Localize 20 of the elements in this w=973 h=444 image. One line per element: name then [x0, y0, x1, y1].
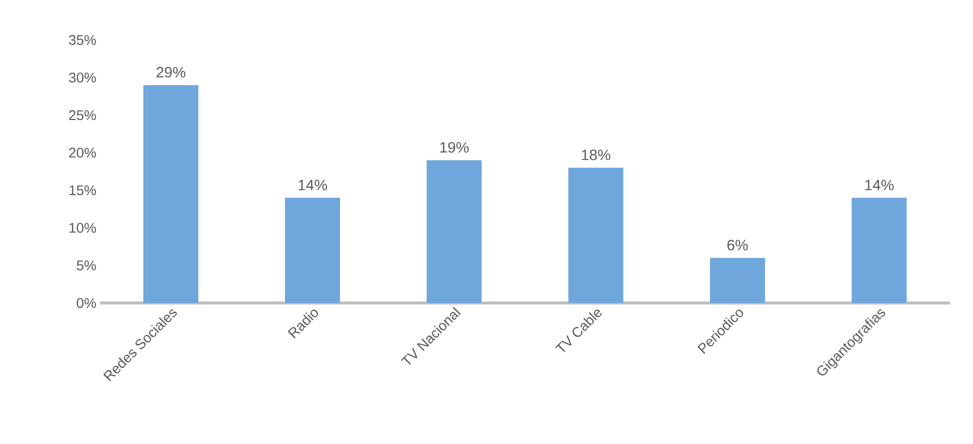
bar — [285, 198, 340, 303]
y-tick-label: 15% — [70, 185, 96, 196]
bar — [568, 168, 624, 303]
y-tick-label: 25% — [69, 110, 96, 120]
data-label: 14% — [298, 180, 327, 190]
y-tick-label: 5% — [76, 260, 96, 270]
y-tick-label: 10% — [70, 222, 96, 233]
y-tick-label: 20% — [69, 148, 96, 158]
y-tick-label: 30% — [68, 72, 96, 83]
y-tick-label: 0% — [76, 298, 96, 308]
y-tick-label: 35% — [68, 35, 96, 45]
bar — [426, 160, 482, 303]
data-label: 6% — [727, 240, 748, 250]
data-label: 14% — [865, 180, 894, 190]
bar — [143, 85, 198, 303]
data-label: 19% — [440, 142, 469, 153]
data-label: 29% — [156, 66, 186, 78]
bar — [710, 258, 766, 303]
bar — [852, 198, 907, 303]
data-label: 18% — [582, 150, 610, 160]
